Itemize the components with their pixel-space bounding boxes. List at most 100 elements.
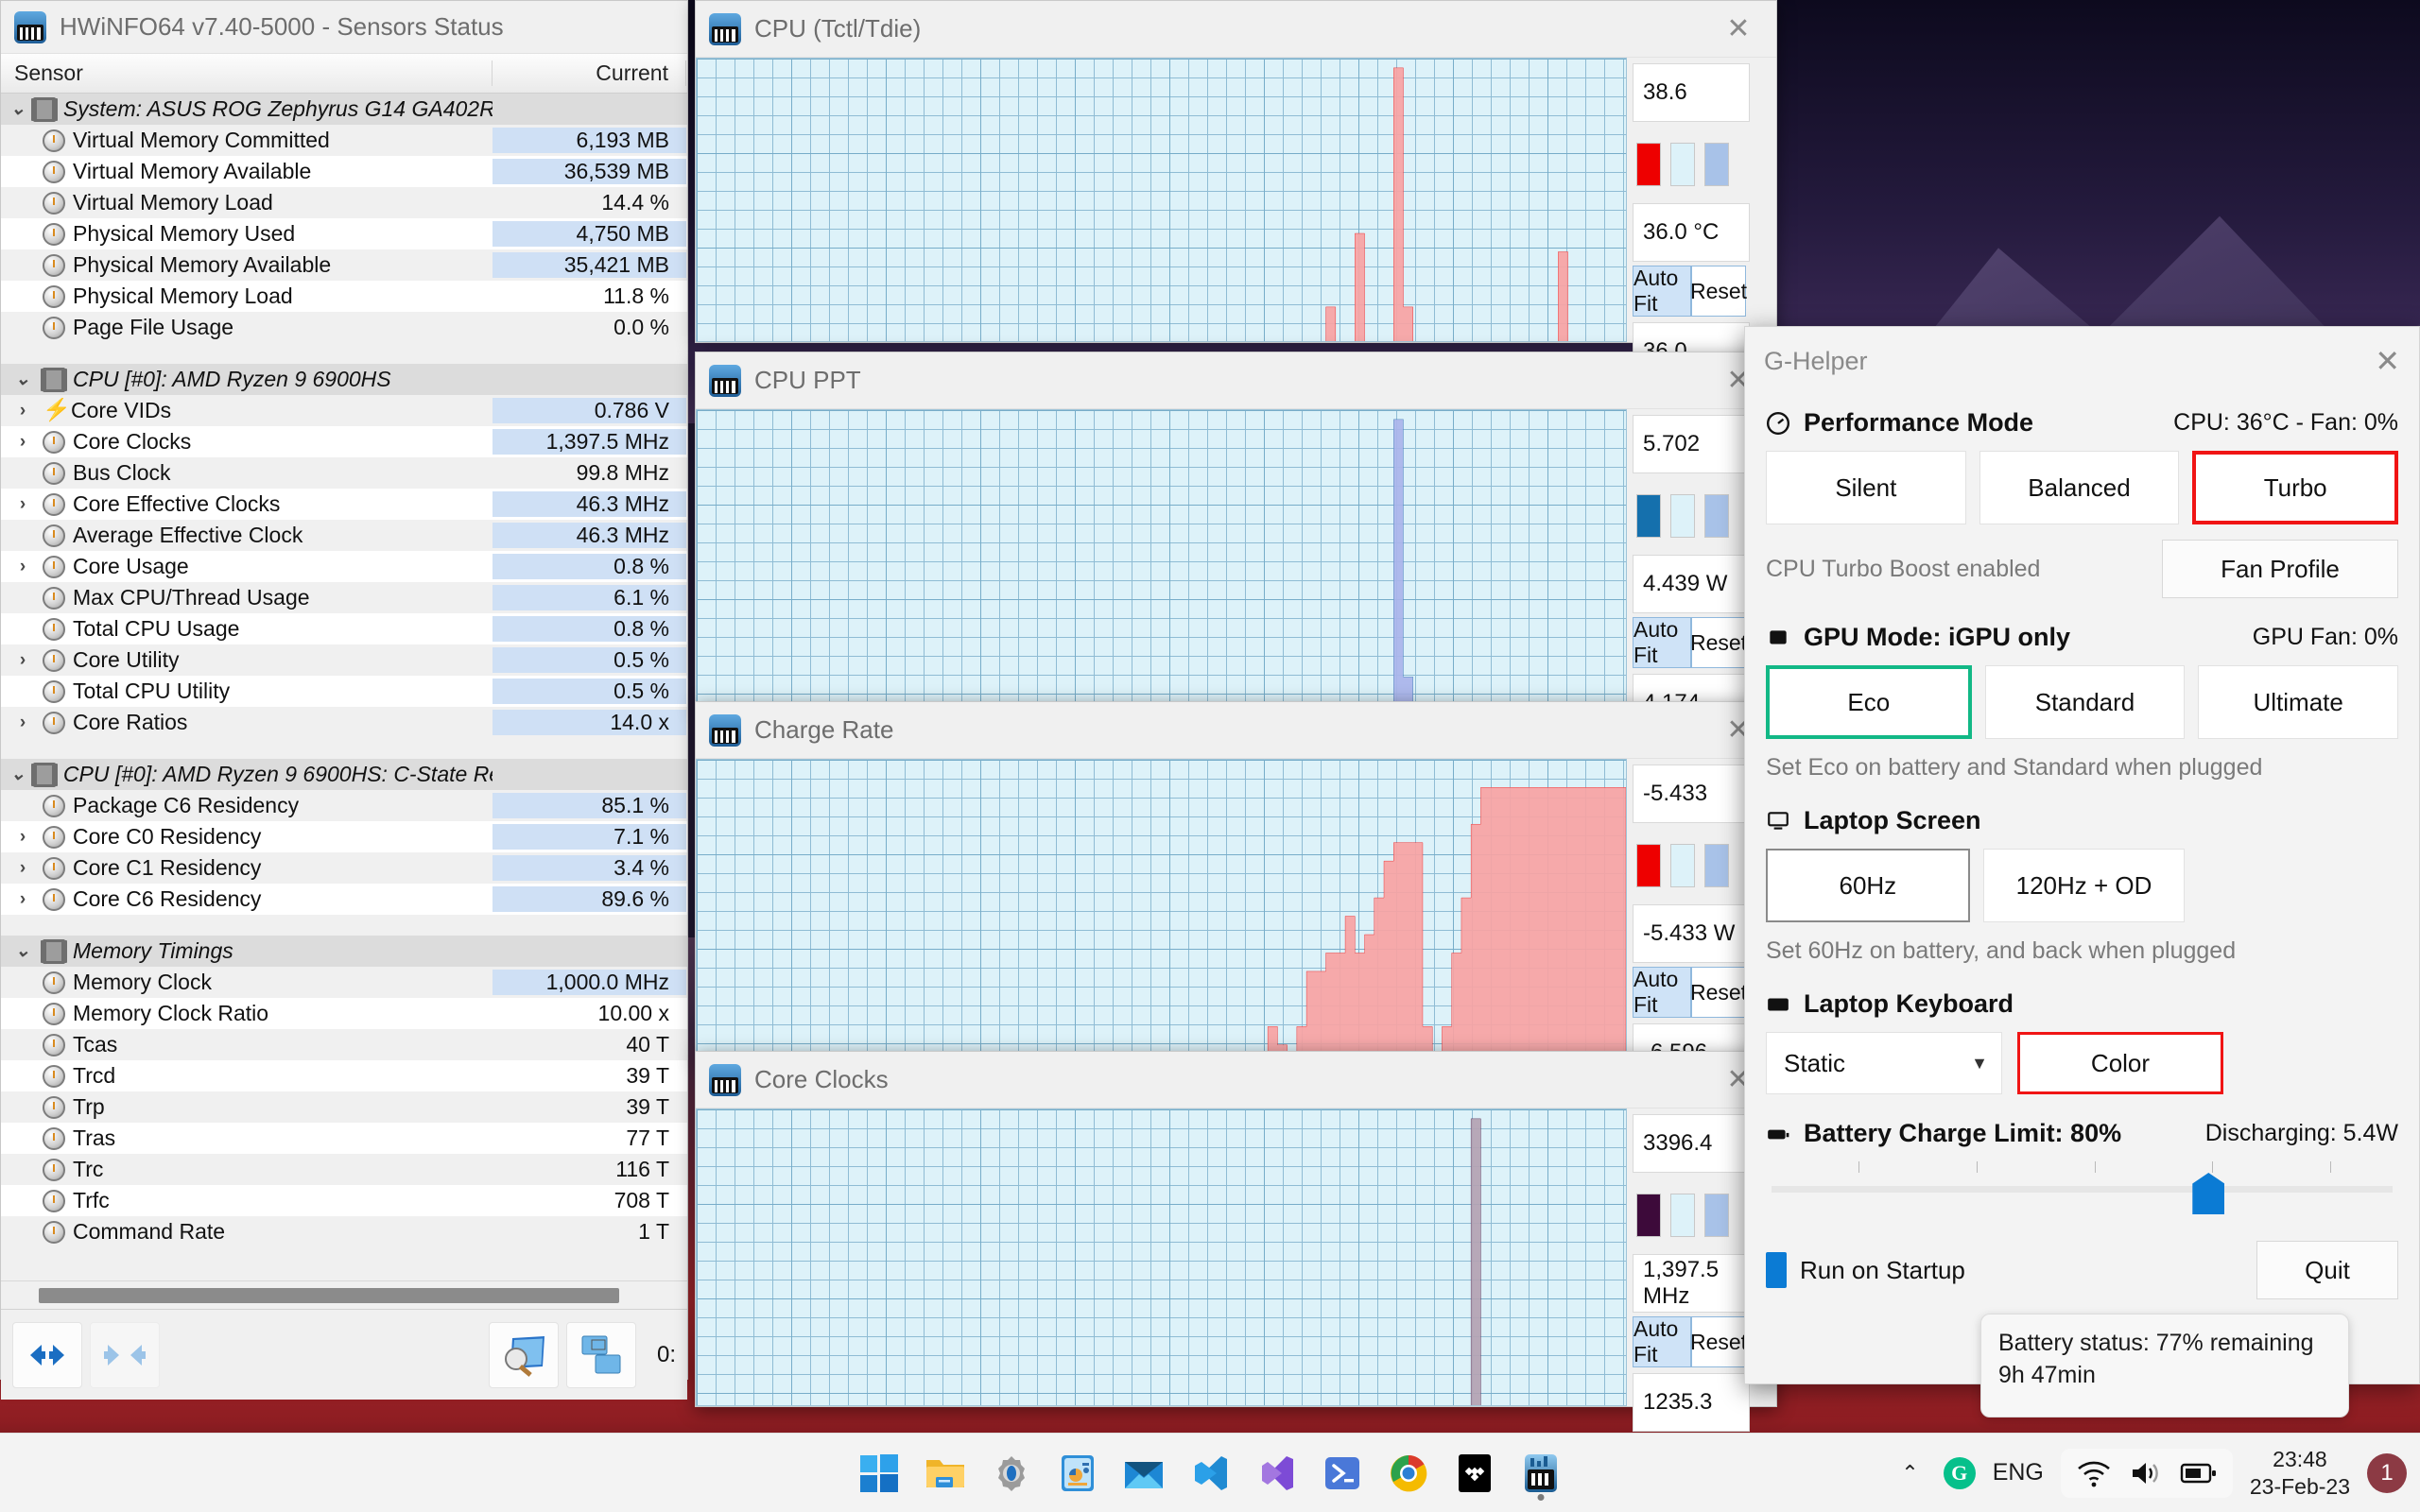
swatch-series[interactable] (1636, 1194, 1661, 1237)
graph-titlebar[interactable]: Charge Rate ✕ (696, 702, 1776, 759)
sensor-row[interactable]: Virtual Memory Load 14.4 % (1, 187, 687, 218)
graph-window-core-clocks[interactable]: Core Clocks ✕ 3396.4 1,397.5 MHz Auto Fi… (695, 1051, 1777, 1432)
sensor-grid[interactable]: ⌄ System: ASUS ROG Zephyrus G14 GA402RK_.… (1, 94, 687, 1280)
graph-color-swatches[interactable] (1633, 122, 1750, 203)
swatch-grid[interactable] (1704, 1194, 1729, 1237)
sensor-detail-button[interactable] (488, 1321, 559, 1388)
sensor-row[interactable]: Average Effective Clock 46.3 MHz (1, 520, 687, 551)
quick-settings-group[interactable] (2060, 1448, 2233, 1498)
sensor-row[interactable]: › Core C0 Residency 7.1 % (1, 821, 687, 852)
graph-window-cpu-temp[interactable]: CPU (Tctl/Tdie) ✕ 38.6 36.0 °C Auto Fit … (695, 0, 1777, 381)
start-icon[interactable] (850, 1444, 908, 1503)
swatch-background[interactable] (1670, 494, 1695, 538)
swatch-background[interactable] (1670, 844, 1695, 887)
sensor-group-row[interactable]: ⌄ CPU [#0]: AMD Ryzen 9 6900HS (1, 364, 687, 395)
sensor-row[interactable]: Trcd 39 T (1, 1060, 687, 1091)
swatch-series[interactable] (1636, 844, 1661, 887)
gpu-mode-eco[interactable]: Eco (1766, 665, 1972, 739)
reset-button[interactable]: Reset (1690, 266, 1747, 317)
auto-fit-button[interactable]: Auto Fit (1633, 967, 1691, 1018)
close-icon[interactable]: ✕ (2375, 344, 2400, 378)
sensor-row[interactable]: Tcas 40 T (1, 1029, 687, 1060)
hwinfo-window[interactable]: HWiNFO64 v7.40-5000 - Sensors Status Sen… (0, 0, 688, 1400)
sensor-row[interactable]: Physical Memory Used 4,750 MB (1, 218, 687, 249)
sensor-row[interactable]: Physical Memory Available 35,421 MB (1, 249, 687, 281)
run-on-startup-checkbox[interactable] (1766, 1252, 1787, 1288)
battery-icon[interactable] (2180, 1460, 2218, 1486)
gpu-mode-standard[interactable]: Standard (1984, 665, 2186, 739)
screen-mode-120hz-od[interactable]: 120Hz + OD (1982, 849, 2186, 922)
taskbar-clock[interactable]: 23:48 23-Feb-23 (2250, 1446, 2350, 1501)
chevron-down-icon[interactable]: ⌄ (10, 99, 26, 119)
ghelper-window[interactable]: G-Helper ✕ Performance Mode CPU: 36°C - … (1744, 326, 2420, 1384)
mail-icon[interactable] (1115, 1444, 1173, 1503)
sensor-row[interactable]: › ⚡ Core VIDs 0.786 V (1, 395, 687, 426)
file-explorer-icon[interactable] (916, 1444, 975, 1503)
swatch-series[interactable] (1636, 143, 1661, 186)
graph-titlebar[interactable]: CPU (Tctl/Tdie) ✕ (696, 1, 1776, 58)
slider-thumb[interactable] (2192, 1173, 2225, 1214)
sensor-row[interactable]: Trp 39 T (1, 1091, 687, 1123)
graph-plot-area[interactable] (696, 759, 1627, 1057)
sensor-row[interactable]: › Core C6 Residency 89.6 % (1, 884, 687, 915)
perf-mode-silent[interactable]: Silent (1766, 451, 1966, 524)
settings-icon[interactable] (982, 1444, 1041, 1503)
sensor-row[interactable]: Memory Clock 1,000.0 MHz1, (1, 967, 687, 998)
sensor-group-row[interactable]: ⌄ Memory Timings (1, 936, 687, 967)
chevron-down-icon[interactable]: ⌄ (10, 765, 26, 784)
keyboard-mode-select[interactable]: Static ▼ (1766, 1032, 2002, 1094)
sensor-row[interactable]: › Core Effective Clocks 46.3 MHz (1, 489, 687, 520)
reset-button[interactable]: Reset (1690, 967, 1747, 1018)
expand-all-button[interactable] (12, 1321, 82, 1388)
sensor-row[interactable]: Trc 116 T (1, 1154, 687, 1185)
close-icon[interactable]: ✕ (1726, 13, 1751, 44)
column-header-current[interactable]: Current (493, 60, 686, 86)
gpu-mode-ultimate[interactable]: Ultimate (2198, 665, 2399, 739)
quit-button[interactable]: Quit (2256, 1241, 2398, 1299)
volume-icon[interactable] (2129, 1458, 2163, 1488)
expand-chevron-icon[interactable]: › (19, 400, 26, 421)
ghelper-titlebar[interactable]: G-Helper ✕ (1745, 327, 2419, 395)
expand-chevron-icon[interactable]: › (19, 649, 26, 670)
swatch-grid[interactable] (1704, 143, 1729, 186)
sensor-row[interactable]: Total CPU Utility 0.5 % (1, 676, 687, 707)
graph-titlebar[interactable]: CPU PPT ✕ (696, 352, 1776, 409)
chevron-up-icon[interactable]: ⌃ (1901, 1460, 1919, 1485)
swatch-series[interactable] (1636, 494, 1661, 538)
sensor-row[interactable]: › Core Usage 0.8 % (1, 551, 687, 582)
sensor-group-row[interactable]: ⌄ CPU [#0]: AMD Ryzen 9 6900HS: C-State R… (1, 759, 687, 790)
reset-button[interactable]: Reset (1690, 1316, 1747, 1367)
battery-charge-limit-slider[interactable] (1766, 1161, 2398, 1214)
expand-chevron-icon[interactable]: › (19, 556, 26, 576)
graph-color-swatches[interactable] (1633, 473, 1750, 555)
sensor-row[interactable]: Virtual Memory Available 36,539 MB (1, 156, 687, 187)
sensor-row[interactable]: › Core Utility 0.5 % (1, 644, 687, 676)
sensor-row[interactable]: Virtual Memory Committed 6,193 MB (1, 125, 687, 156)
reset-button[interactable]: Reset (1690, 617, 1747, 668)
collapse-all-button[interactable] (90, 1321, 160, 1388)
keyboard-color-button[interactable]: Color (2017, 1032, 2223, 1094)
graph-color-swatches[interactable] (1633, 823, 1750, 904)
notification-badge[interactable]: 1 (2367, 1452, 2407, 1493)
swatch-background[interactable] (1670, 143, 1695, 186)
swatch-grid[interactable] (1704, 844, 1729, 887)
sensor-row[interactable]: Max CPU/Thread Usage 6.1 % (1, 582, 687, 613)
perf-mode-turbo[interactable]: Turbo (2192, 451, 2399, 524)
sensor-row[interactable]: › Core Clocks 1,397.5 MHz1, (1, 426, 687, 457)
wifi-icon[interactable] (2076, 1458, 2112, 1488)
expand-chevron-icon[interactable]: › (19, 826, 26, 847)
graph-color-swatches[interactable] (1633, 1173, 1750, 1254)
scrollbar-thumb[interactable] (39, 1287, 619, 1303)
sensor-row[interactable]: › Core C1 Residency 3.4 % (1, 852, 687, 884)
column-header-sensor[interactable]: Sensor (1, 60, 493, 86)
windows-taskbar[interactable]: ⌃ G ENG 23:48 23-Feb-23 (0, 1433, 2420, 1512)
chevron-down-icon[interactable]: ⌄ (15, 941, 30, 961)
graph-window-charge-rate[interactable]: Charge Rate ✕ -5.433 -5.433 W Auto Fit R… (695, 701, 1777, 1082)
swatch-background[interactable] (1670, 1194, 1695, 1237)
expand-chevron-icon[interactable]: › (19, 712, 26, 732)
chrome-icon[interactable] (1379, 1444, 1438, 1503)
auto-fit-button[interactable]: Auto Fit (1633, 1316, 1691, 1367)
armoury-crate-icon[interactable] (1048, 1444, 1107, 1503)
sensor-row[interactable]: Total CPU Usage 0.8 % (1, 613, 687, 644)
auto-fit-button[interactable]: Auto Fit (1633, 266, 1691, 317)
